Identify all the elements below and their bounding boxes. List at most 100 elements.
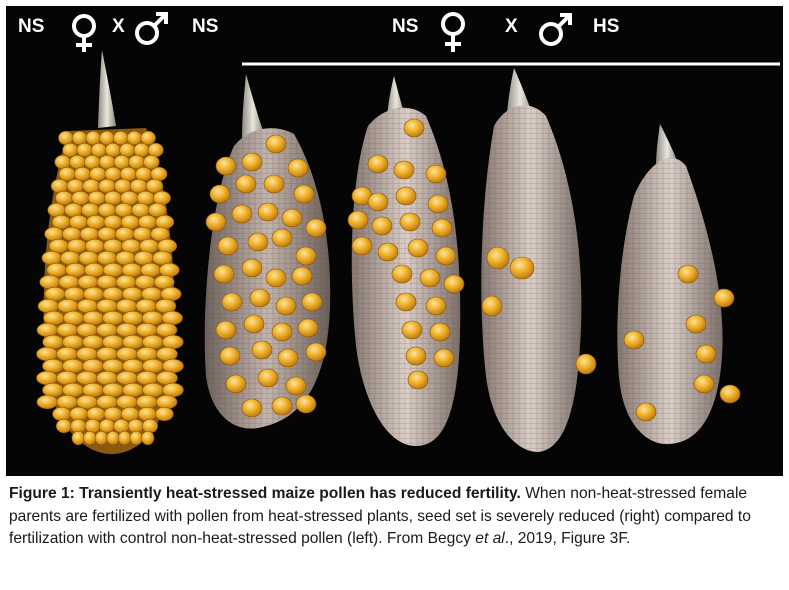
kernel	[433, 348, 455, 368]
kernel	[156, 370, 178, 386]
kernel	[50, 178, 69, 194]
kernel	[78, 250, 99, 266]
kernel	[157, 238, 178, 254]
kernel	[104, 190, 122, 206]
kernel	[367, 154, 389, 174]
kernel	[391, 264, 413, 284]
kernel	[429, 322, 451, 342]
kernel	[225, 374, 247, 394]
right-female-label: NS	[392, 16, 419, 37]
kernel	[120, 214, 140, 230]
kernel	[143, 154, 160, 170]
kernel	[152, 190, 171, 206]
kernel	[257, 368, 279, 388]
kernel	[116, 370, 138, 386]
ear-full-seed-set	[36, 50, 184, 455]
kernel	[205, 212, 227, 232]
ear-silk-tip	[242, 74, 264, 140]
kernel	[102, 358, 124, 374]
kernel	[102, 382, 124, 398]
kernel	[115, 250, 136, 266]
kernel	[215, 320, 237, 340]
kernel	[126, 130, 143, 146]
kernel	[135, 322, 158, 338]
kernel	[62, 142, 79, 158]
kernel	[136, 346, 158, 362]
kernel	[121, 286, 143, 302]
kernel	[131, 202, 150, 218]
kernel	[231, 204, 253, 224]
kernel	[84, 262, 105, 278]
kernel	[277, 348, 299, 368]
kernel	[275, 296, 297, 316]
kernel	[287, 158, 309, 178]
kernel	[141, 430, 155, 446]
kernel	[76, 370, 98, 386]
kernel	[82, 310, 104, 326]
kernel	[42, 358, 64, 374]
kernel	[54, 154, 71, 170]
ear-sparse-seed-set	[347, 76, 465, 446]
kernel	[635, 402, 657, 422]
kernel	[142, 382, 164, 398]
kernel	[685, 314, 707, 334]
kernel	[263, 174, 285, 194]
kernel	[66, 178, 85, 194]
kernel	[89, 166, 107, 182]
kernel	[97, 226, 117, 242]
kernel	[64, 202, 83, 218]
kernel	[135, 298, 157, 314]
female-symbol-icon	[72, 14, 96, 52]
kernel	[56, 394, 78, 410]
kernel	[135, 166, 153, 182]
kernel	[140, 130, 156, 146]
kernel	[102, 262, 124, 278]
kernel	[55, 190, 74, 206]
kernel	[36, 370, 58, 386]
kernel	[55, 418, 72, 434]
kernel	[148, 202, 167, 218]
kernel	[393, 160, 415, 180]
kernel	[86, 406, 106, 422]
kernel	[575, 353, 597, 375]
kernel	[52, 406, 72, 422]
kernel	[347, 210, 369, 230]
figure-caption: Figure 1: Transiently heat-stressed maiz…	[9, 483, 781, 551]
kernel	[295, 394, 317, 414]
kernel	[97, 202, 117, 218]
right-male-label: HS	[593, 16, 620, 37]
kernel	[115, 298, 138, 314]
kernel	[425, 296, 447, 316]
kernel	[285, 376, 307, 396]
kernel	[155, 214, 175, 230]
kernel	[94, 430, 109, 446]
kernel	[115, 274, 137, 290]
kernel	[71, 430, 85, 446]
kernel	[96, 394, 118, 410]
kernel	[156, 346, 178, 362]
kernel	[76, 142, 93, 158]
kernel	[162, 358, 184, 374]
kernel	[132, 226, 152, 242]
kernel	[257, 202, 279, 222]
kernel	[62, 226, 82, 242]
kernel	[695, 344, 717, 364]
kernel	[76, 346, 98, 362]
kernel	[693, 374, 715, 394]
kernel	[481, 295, 503, 317]
kernel	[162, 334, 184, 350]
kernel	[90, 142, 107, 158]
female-symbol-icon	[441, 12, 465, 52]
kernel	[122, 382, 144, 398]
kernel	[99, 418, 115, 434]
kernel	[713, 288, 735, 308]
kernel	[83, 286, 105, 302]
kernel	[96, 346, 118, 362]
kernel	[117, 430, 132, 446]
figure-photo: NS X NS NS X HS	[6, 6, 783, 476]
kernel	[297, 318, 319, 338]
kernel	[58, 130, 74, 146]
kernel	[121, 238, 141, 254]
kernel	[39, 274, 61, 290]
kernel	[160, 286, 182, 302]
